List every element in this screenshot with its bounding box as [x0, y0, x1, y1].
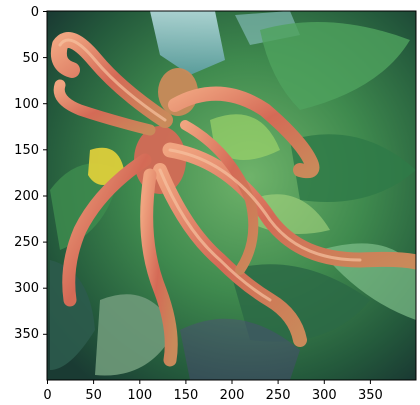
y-tick-label: 100: [14, 97, 39, 112]
y-tick-label: 200: [14, 189, 39, 204]
x-axis: 0 50 100 150 200 250 300 350: [43, 380, 383, 403]
y-axis: 0 50 100 150 200 250 300 350: [14, 5, 47, 342]
y-tick-label: 350: [14, 327, 39, 342]
y-tick-label: 50: [22, 51, 39, 66]
y-tick-label: 300: [14, 281, 39, 296]
x-tick-label: 350: [358, 388, 383, 403]
x-tick-label: 0: [43, 388, 51, 403]
x-tick-label: 200: [220, 388, 245, 403]
x-tick-label: 250: [266, 388, 291, 403]
image-content: [47, 11, 416, 380]
y-tick-label: 0: [31, 5, 39, 20]
y-tick-label: 250: [14, 235, 39, 250]
x-tick-label: 100: [127, 388, 152, 403]
x-tick-label: 50: [85, 388, 102, 403]
x-tick-label: 150: [173, 388, 198, 403]
y-tick-label: 150: [14, 143, 39, 158]
x-tick-label: 300: [312, 388, 337, 403]
